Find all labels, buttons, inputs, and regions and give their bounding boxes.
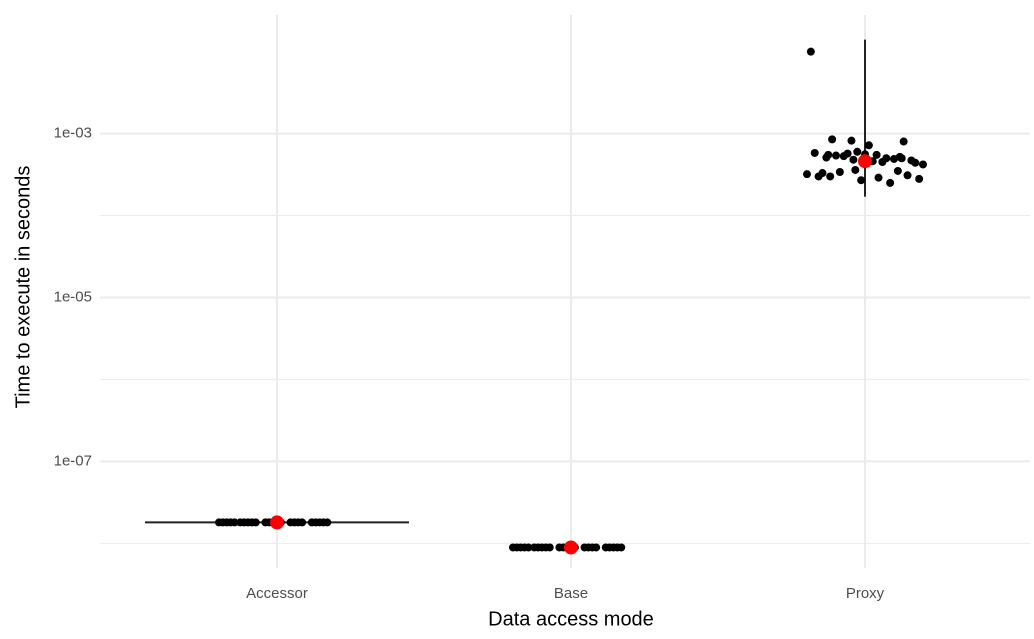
point xyxy=(849,155,858,164)
point xyxy=(872,150,881,159)
point xyxy=(832,151,840,160)
x-tick-label: Proxy xyxy=(846,585,885,602)
point xyxy=(864,141,873,150)
point xyxy=(810,148,819,157)
mean-point xyxy=(858,154,872,169)
point xyxy=(323,518,332,527)
point xyxy=(897,154,906,163)
point xyxy=(886,178,895,187)
point xyxy=(803,170,811,179)
x-tick-label: Accessor xyxy=(246,585,308,602)
point xyxy=(857,176,866,185)
point xyxy=(853,147,862,156)
x-axis-title: Data access mode xyxy=(488,608,654,630)
marks xyxy=(145,39,927,555)
point xyxy=(822,153,831,162)
point xyxy=(828,135,837,144)
point xyxy=(230,518,239,527)
mean-point xyxy=(564,540,578,555)
point xyxy=(843,149,852,158)
mean-point xyxy=(270,515,284,530)
y-tick-label: 1e-07 xyxy=(54,452,92,469)
point xyxy=(903,171,912,180)
point xyxy=(818,169,827,178)
point xyxy=(251,518,260,527)
point xyxy=(617,543,626,552)
point xyxy=(899,137,908,146)
point xyxy=(890,154,898,163)
point xyxy=(882,154,891,163)
point xyxy=(592,543,601,552)
x-tick-label: Base xyxy=(554,585,588,602)
point xyxy=(826,172,835,181)
point xyxy=(545,543,554,552)
point xyxy=(915,174,924,183)
point xyxy=(298,518,307,527)
point xyxy=(893,166,902,175)
point xyxy=(919,160,927,169)
y-tick-label: 1e-05 xyxy=(54,288,92,305)
y-tick-label: 1e-03 xyxy=(54,125,92,142)
point xyxy=(524,543,533,552)
point xyxy=(806,47,815,56)
point xyxy=(911,158,920,167)
point xyxy=(874,173,883,182)
y-axis-title: Time to execute in seconds xyxy=(12,166,34,409)
point xyxy=(847,136,856,145)
point xyxy=(835,167,844,176)
grid: 1e-03 1e-05 1e-07 Accessor Base Proxy xyxy=(54,15,1030,602)
point xyxy=(851,165,860,174)
